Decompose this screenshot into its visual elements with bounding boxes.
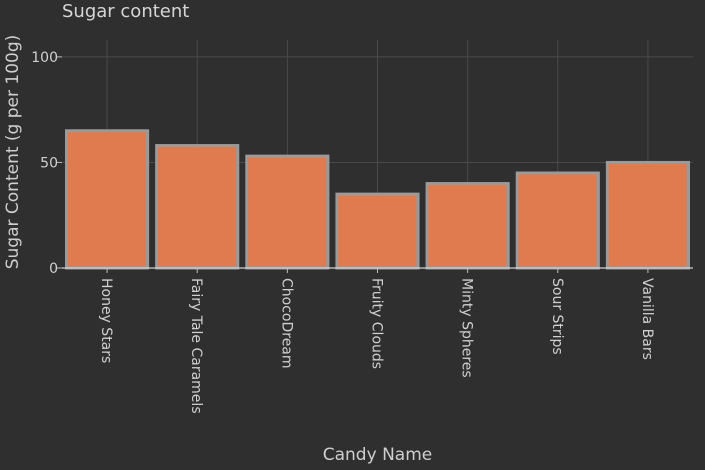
y-tick-label: 50 <box>40 155 58 171</box>
bar <box>65 129 150 270</box>
y-axis-title: Sugar Content (g per 100g) <box>3 35 23 270</box>
bar <box>245 154 330 270</box>
bar <box>515 171 600 270</box>
x-tick-label: ChocoDream <box>278 278 294 369</box>
bar <box>425 182 510 270</box>
chart-title: Sugar content <box>62 1 190 22</box>
bar <box>605 160 690 270</box>
y-tick-label: 0 <box>49 261 58 277</box>
x-tick-label: Vanilla Bars <box>639 278 655 360</box>
x-tick-label: Sour Strips <box>549 278 565 355</box>
y-tick-label: 100 <box>31 50 58 66</box>
bar <box>335 192 420 270</box>
x-tick-label: Fairy Tale Caramels <box>188 278 204 414</box>
x-axis-title: Candy Name <box>323 445 432 465</box>
x-tick-label: Fruity Clouds <box>369 278 385 369</box>
x-tick-label: Minty Spheres <box>459 278 475 378</box>
axes: 0 50 100 Honey Stars Fairy Tale Caramels Choc… <box>31 50 693 414</box>
bar <box>155 144 240 270</box>
x-tick-label: Honey Stars <box>98 278 114 363</box>
bars <box>65 129 690 270</box>
